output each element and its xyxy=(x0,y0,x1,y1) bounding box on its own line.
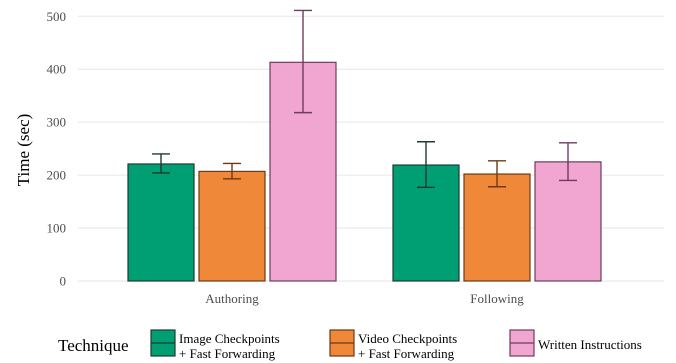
error-bar xyxy=(488,160,506,188)
x-tick-label: Following xyxy=(470,291,524,306)
y-tick-label: 400 xyxy=(47,62,67,77)
error-bar xyxy=(152,153,170,174)
y-axis-ticks: 0 100 200 300 400 500 xyxy=(47,9,67,289)
legend-label: Image Checkpoints xyxy=(179,331,280,346)
bar-1-1 xyxy=(463,173,531,282)
x-tick-label: Authoring xyxy=(205,291,259,306)
y-tick-label: 100 xyxy=(47,221,67,236)
legend-item: Image Checkpoints+ Fast Forwarding xyxy=(150,329,280,361)
legend-item: Video Checkpoints+ Fast Forwarding xyxy=(329,329,457,361)
legend-item: Written Instructions xyxy=(509,329,642,357)
x-axis-ticks: Authoring Following xyxy=(205,291,524,306)
bars xyxy=(127,61,602,282)
error-bars xyxy=(152,9,577,188)
bar-0-1 xyxy=(198,170,266,282)
y-axis-title: Time (sec) xyxy=(14,114,33,187)
y-tick-label: 300 xyxy=(47,115,67,130)
error-bar xyxy=(294,9,312,114)
legend-label: + Fast Forwarding xyxy=(179,346,276,361)
y-tick-label: 500 xyxy=(47,9,67,24)
legend-title: Technique xyxy=(58,336,129,355)
error-bar xyxy=(417,141,435,188)
y-tick-label: 200 xyxy=(47,168,67,183)
y-tick-label: 0 xyxy=(60,274,67,289)
legend-label: Written Instructions xyxy=(538,337,642,352)
error-bar xyxy=(223,162,241,180)
bar-1-2 xyxy=(534,161,602,282)
legend-label: Video Checkpoints xyxy=(358,331,457,346)
legend: Technique Image Checkpoints+ Fast Forward… xyxy=(58,329,642,361)
bar-0-0 xyxy=(127,163,195,282)
error-bar xyxy=(559,142,577,182)
legend-label: + Fast Forwarding xyxy=(358,346,455,361)
